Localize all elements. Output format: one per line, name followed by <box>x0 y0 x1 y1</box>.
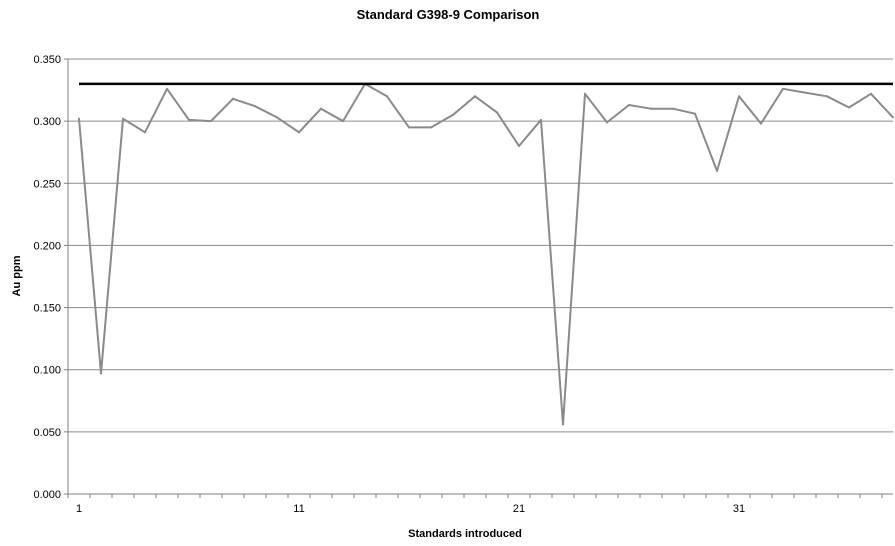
data-point <box>188 119 190 121</box>
data-point <box>606 121 608 123</box>
data-point <box>562 423 564 425</box>
data-point <box>166 88 168 90</box>
gridlines <box>68 59 893 432</box>
x-tick-label: 21 <box>513 503 525 515</box>
tick-labels: 0.000 0.050 0.100 0.150 0.200 0.250 0.300 0.350… <box>33 54 745 515</box>
y-tick-label: 0.050 <box>33 427 61 439</box>
data-point <box>430 126 432 128</box>
y-axis-label: Au ppm <box>11 255 23 296</box>
series-layer <box>78 83 894 426</box>
y-tick-label: 0.200 <box>33 240 61 252</box>
y-tick-label: 0.350 <box>33 54 61 66</box>
data-point <box>254 105 256 107</box>
y-tick-label: 0.150 <box>33 303 61 315</box>
data-point <box>78 118 80 120</box>
x-axis-label: Standards introduced <box>408 528 522 540</box>
data-point <box>782 88 784 90</box>
data-point <box>584 93 586 95</box>
data-point <box>386 95 388 97</box>
data-point <box>738 95 740 97</box>
y-tick-label: 0.100 <box>33 365 61 377</box>
series-line <box>79 84 893 425</box>
data-point <box>870 93 872 95</box>
data-point <box>672 108 674 110</box>
data-point <box>848 106 850 108</box>
y-tick-label: 0.250 <box>33 178 61 190</box>
x-tick-label: 1 <box>76 503 82 515</box>
data-point <box>826 95 828 97</box>
data-point <box>628 104 630 106</box>
x-tick-label: 11 <box>293 503 304 515</box>
data-point <box>518 145 520 147</box>
data-point <box>122 118 124 120</box>
data-point <box>232 98 234 100</box>
x-tick-label: 31 <box>733 503 745 515</box>
y-tick-label: 0.300 <box>33 116 61 128</box>
data-point <box>540 119 542 121</box>
data-point <box>760 123 762 125</box>
data-point <box>892 116 894 118</box>
data-point <box>650 108 652 110</box>
y-tick-label: 0.000 <box>33 489 61 501</box>
data-point <box>342 120 344 122</box>
data-point <box>804 92 806 94</box>
data-point <box>320 108 322 110</box>
data-point <box>408 126 410 128</box>
data-point <box>100 372 102 374</box>
data-point <box>474 95 476 97</box>
data-point <box>452 114 454 116</box>
data-point <box>694 113 696 115</box>
data-point <box>496 111 498 113</box>
data-point <box>144 131 146 133</box>
data-point <box>210 120 212 122</box>
data-point <box>716 170 718 172</box>
chart-title: Standard G398-9 Comparison <box>357 7 540 22</box>
data-point <box>298 131 300 133</box>
data-point <box>276 116 278 118</box>
